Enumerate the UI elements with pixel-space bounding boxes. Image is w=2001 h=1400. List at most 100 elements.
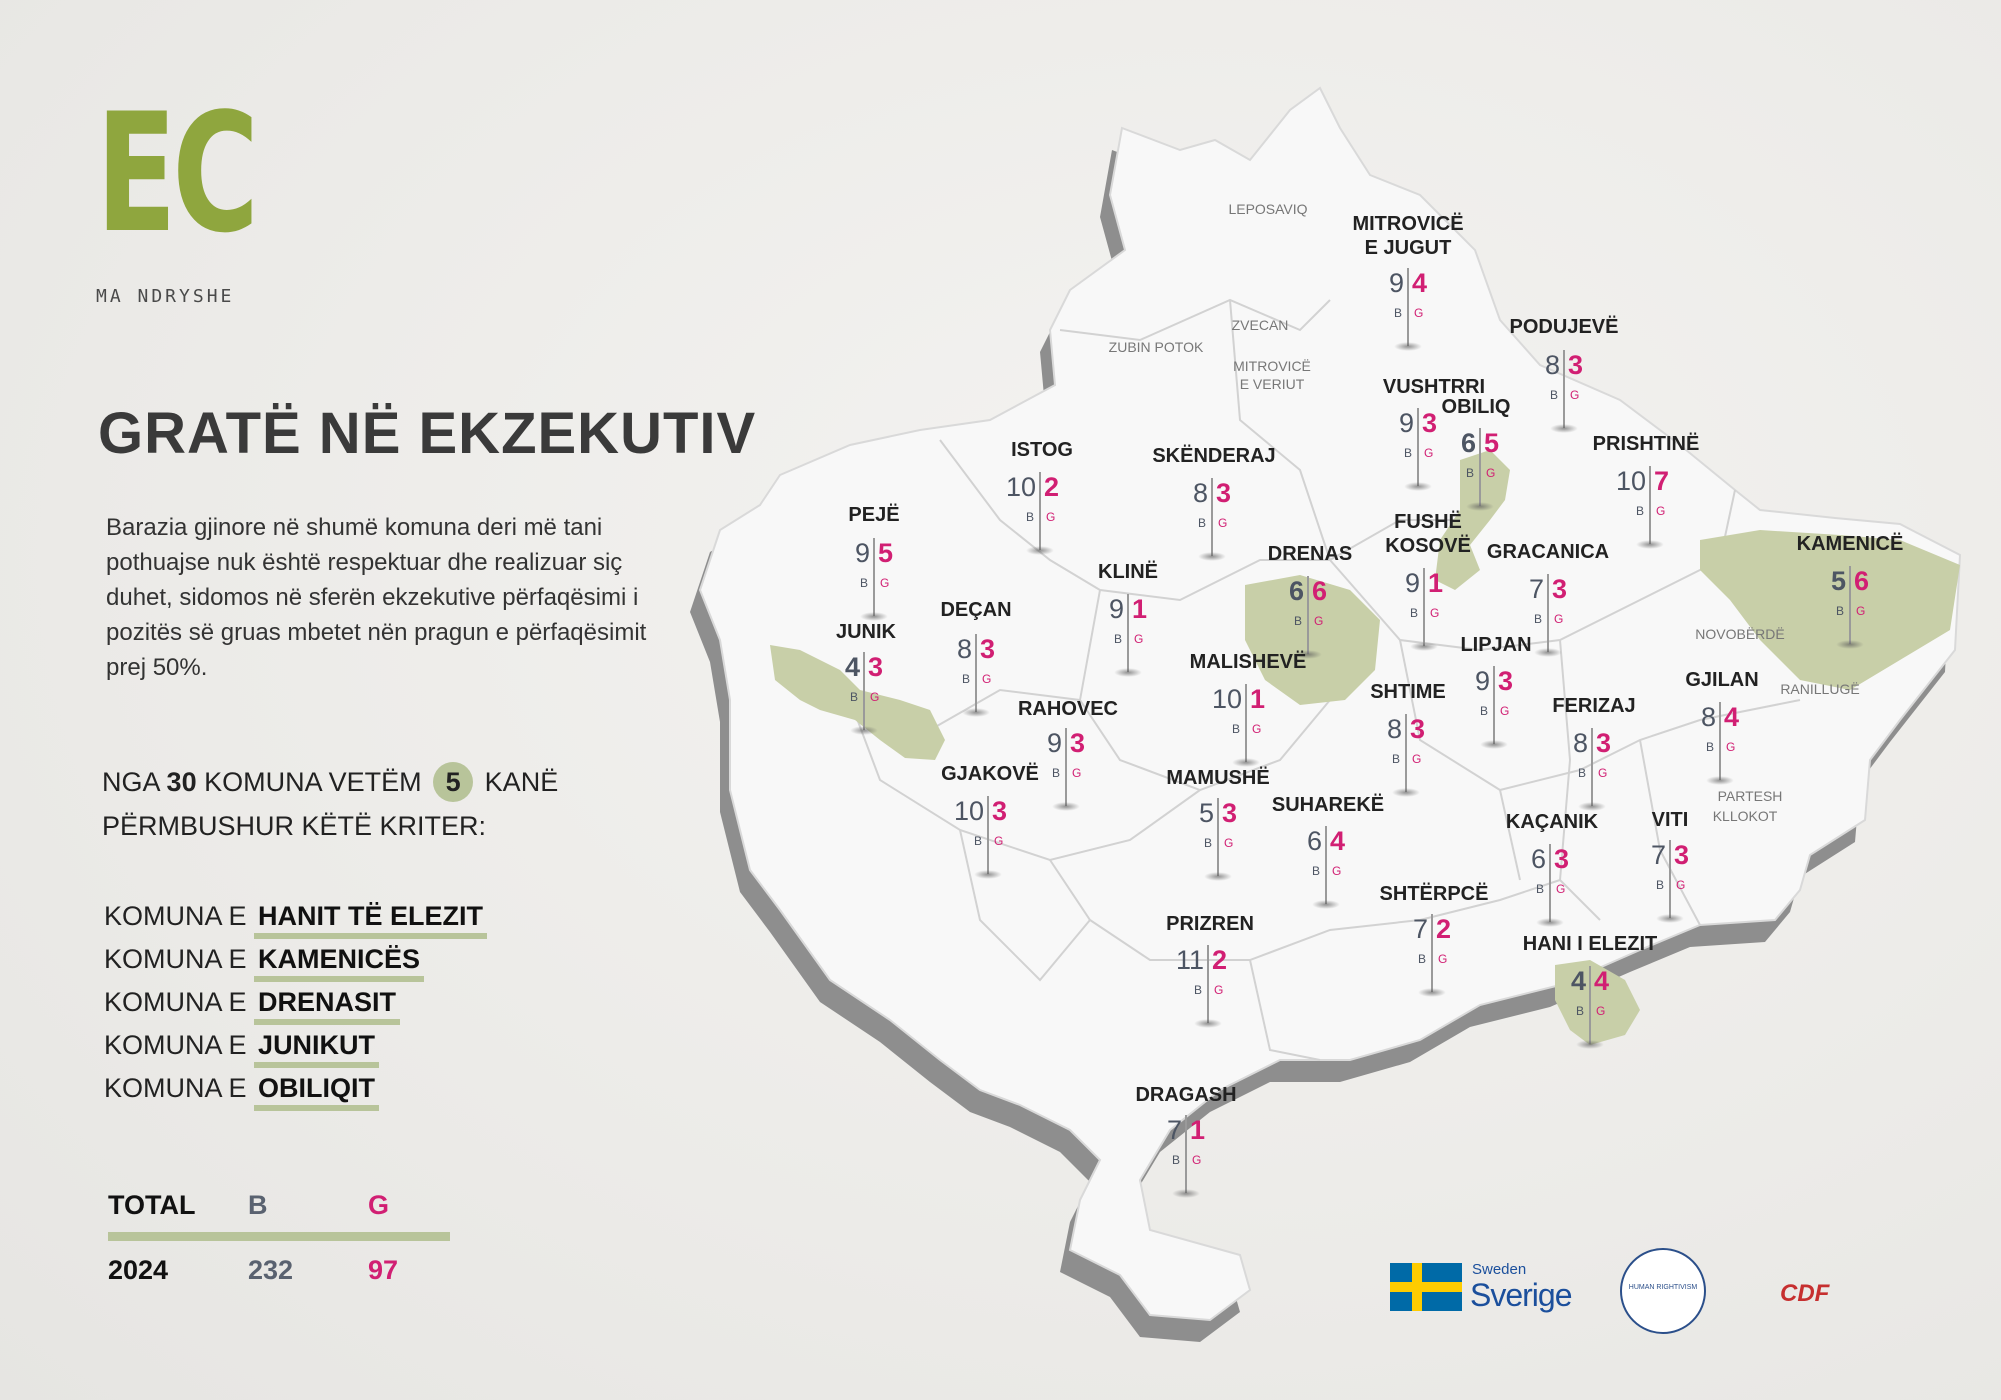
boys-value: 6 (1288, 576, 1304, 606)
boys-label: B (1051, 766, 1060, 780)
list-item: KOMUNA E OBILIQIT (104, 1067, 487, 1111)
boys-value: 8 (956, 634, 972, 664)
pin-marker (873, 538, 875, 616)
girls-value: 3 (992, 796, 1008, 826)
girls-label: G (1570, 388, 1580, 402)
girls-label: G (1412, 752, 1422, 766)
boys-label: B (1293, 614, 1302, 628)
girls-label: G (1598, 766, 1608, 780)
pin-marker (1649, 466, 1651, 544)
pin-shadow (1576, 1040, 1604, 1049)
pin-shadow (1052, 802, 1080, 811)
human-rightivism-text: HUMAN RIGHTIVISM (1628, 1284, 1698, 1291)
boys-label: B (859, 576, 868, 590)
girls-label: G (982, 672, 992, 686)
pin-marker (1589, 966, 1591, 1044)
pin-marker (863, 652, 865, 730)
boys-value: 6 (1306, 826, 1322, 856)
boys-value: 6 (1530, 844, 1546, 874)
girls-value: 3 (1552, 574, 1568, 604)
boys-label: B (1835, 604, 1844, 618)
compliant-municipalities-list: KOMUNA E HANIT TË ELEZIT KOMUNA E KAMENI… (104, 895, 488, 1111)
summary-middle: KOMUNA VETËM (204, 767, 422, 797)
boys-label: B (1391, 752, 1400, 766)
girls-value: 6 (1854, 566, 1870, 596)
pin-shadow (1536, 918, 1564, 927)
girls-value: 4 (1412, 268, 1428, 298)
girls-label: G (1072, 766, 1082, 780)
intro-text: Barazia gjinore në shumë komuna deri më … (106, 514, 647, 681)
swedish-flag-icon (1390, 1263, 1462, 1311)
girls-value: 1 (1428, 568, 1444, 598)
boys-value: 5 (1830, 566, 1846, 596)
boys-label: B (1655, 878, 1664, 892)
boys-label: B (1231, 722, 1240, 736)
pin-shadow (1550, 424, 1578, 433)
region-hani-elezit (1555, 960, 1640, 1045)
pin-shadow (1172, 1189, 1200, 1198)
pin-marker (1719, 702, 1721, 780)
municipality-label: GJAKOVË (941, 763, 1039, 785)
boys-value: 10 (1005, 472, 1036, 502)
summary-total: 30 (166, 767, 197, 797)
girls-label: G (1656, 504, 1666, 518)
municipality-label: FUSHË KOSOVË (1385, 511, 1471, 557)
girls-label: G (1224, 836, 1234, 850)
ec-logo: EC MA NDRYSHE (96, 92, 259, 312)
girls-value: 3 (980, 634, 996, 664)
boys-label: B (1403, 446, 1412, 460)
sweden-logo: Sweden Sverige (1390, 1261, 1590, 1323)
pin-marker (975, 634, 977, 712)
boys-value: 9 (1398, 408, 1414, 438)
boys-value: 10 (953, 796, 984, 826)
municipality-label-minor: LEPOSAVIQ (1228, 201, 1308, 217)
boys-value: 8 (1700, 702, 1716, 732)
girls-value: 7 (1654, 466, 1670, 496)
pin-shadow (1480, 740, 1508, 749)
girls-value: 3 (868, 652, 884, 682)
boys-value: 8 (1572, 728, 1588, 758)
totals-divider (108, 1232, 450, 1241)
pin-marker (1185, 1115, 1187, 1193)
municipality-label: SKËNDERAJ (1152, 445, 1276, 467)
municipality-label: KLINË (1098, 561, 1158, 583)
girls-value: 3 (1410, 714, 1426, 744)
girls-label: G (1046, 510, 1056, 524)
municipality-label: PODUJEVË (1509, 316, 1619, 338)
list-item-name: DRENASIT (254, 985, 401, 1025)
girls-label: G (1252, 722, 1262, 736)
pin-shadow (1466, 502, 1494, 511)
municipality-label-minor: KLLOKOT (1712, 808, 1778, 824)
pin-marker (1211, 478, 1213, 556)
girls-label: G (1218, 516, 1228, 530)
boys-label: B (1311, 864, 1320, 878)
boys-label: B (1479, 704, 1488, 718)
municipality-label: DEÇAN (940, 599, 1012, 621)
girls-value: 5 (878, 538, 894, 568)
girls-value: 4 (1724, 702, 1740, 732)
summary-suffix: KANË (484, 767, 559, 797)
cdf-logo: CDF (1780, 1254, 1910, 1334)
boys-label: B (1113, 632, 1122, 646)
pin-shadow (850, 726, 878, 735)
boys-value: 4 (844, 652, 860, 682)
pin-shadow (1534, 648, 1562, 657)
sweden-label: Sweden (1472, 1261, 1527, 1278)
list-item-name: HANIT TË ELEZIT (254, 899, 488, 939)
summary-line2: PËRMBUSHUR KËTË KRITER: (102, 811, 487, 841)
girls-value: 3 (1070, 728, 1086, 758)
boys-value: 9 (1404, 568, 1420, 598)
pin-shadow (1204, 872, 1232, 881)
girls-label: G (1214, 983, 1224, 997)
municipality-stat: 10 3 B G (952, 796, 1024, 906)
girls-value: 1 (1250, 684, 1266, 714)
boys-value: 8 (1544, 350, 1560, 380)
girls-value: 3 (1498, 666, 1514, 696)
girls-label: G (1134, 632, 1144, 646)
pin-marker (1563, 350, 1565, 428)
